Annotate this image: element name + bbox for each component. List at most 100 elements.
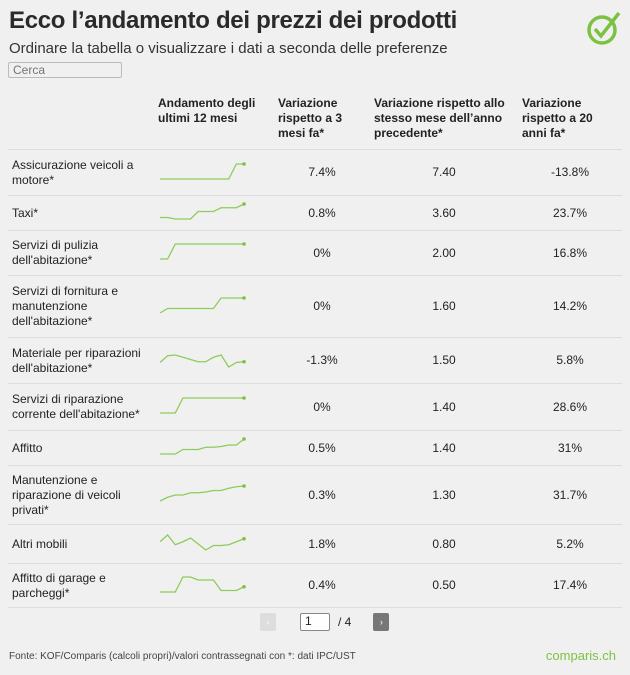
sparkline-line	[160, 397, 244, 414]
sparkline	[160, 242, 246, 260]
sparkline-endpoint	[242, 359, 246, 364]
change-3m: 0.5%	[274, 430, 370, 466]
change-3m: 0.4%	[274, 563, 370, 608]
product-name: Manutenzione e riparazione di veicoli pr…	[8, 465, 154, 525]
change-20y: 16.8%	[518, 230, 622, 276]
change-3m: -1.3%	[274, 337, 370, 384]
col-header-name[interactable]	[8, 92, 154, 150]
sparkline	[160, 161, 246, 180]
change-1y: 1.40	[370, 430, 518, 466]
change-1y: 1.30	[370, 465, 518, 525]
sparkline	[160, 575, 246, 593]
sparkline	[160, 437, 246, 455]
product-name: Altri mobili	[8, 524, 154, 564]
table-row: Materiale per riparazioni dell'abitazion…	[8, 337, 622, 384]
price-table: Andamento degli ultimi 12 mesi Variazion…	[8, 92, 622, 608]
product-name: Affitto	[8, 430, 154, 466]
table-row: Servizi di pulizia dell'abitazione* 0% 2…	[8, 230, 622, 276]
change-20y: 31%	[518, 430, 622, 466]
change-1y: 3.60	[370, 195, 518, 231]
col-header-20y[interactable]: Variazione rispetto a 20 anni fa*	[522, 96, 593, 140]
sparkline-line	[160, 575, 245, 593]
change-3m: 7.4%	[274, 149, 370, 196]
change-1y: 1.50	[370, 337, 518, 384]
sparkline	[160, 202, 246, 220]
trend-cell	[154, 230, 274, 276]
product-name: Servizi di pulizia dell'abitazione*	[8, 230, 154, 276]
sparkline-line	[160, 438, 245, 455]
change-3m: 0.3%	[274, 465, 370, 525]
sparkline-endpoint	[242, 202, 246, 206]
sparkline	[160, 396, 246, 414]
source-note: Fonte: KOF/Comparis (calcoli propri)/val…	[9, 651, 356, 662]
change-1y: 7.40	[370, 149, 518, 196]
page-title: Ecco l’andamento dei prezzi dei prodotti	[9, 7, 458, 34]
product-name: Servizi di fornitura e manutenzione dell…	[8, 275, 154, 338]
page-total: / 4	[338, 615, 352, 629]
prev-page-button[interactable]: ‹	[260, 613, 276, 631]
change-1y: 2.00	[370, 230, 518, 276]
sparkline-line	[160, 203, 245, 220]
change-20y: 28.6%	[518, 383, 622, 431]
sparkline-line	[159, 296, 244, 314]
sparkline-endpoint	[242, 484, 246, 488]
change-1y: 1.60	[370, 275, 518, 338]
change-20y: 14.2%	[518, 275, 622, 338]
table-header: Andamento degli ultimi 12 mesi Variazion…	[8, 92, 622, 150]
pagination: ‹ 1 / 4 ›	[260, 613, 390, 631]
sparkline-line	[159, 353, 245, 368]
check-circle-icon	[587, 11, 621, 45]
change-3m: 0%	[274, 275, 370, 338]
trend-cell	[154, 275, 274, 338]
change-20y: 5.8%	[518, 337, 622, 384]
change-1y: 0.80	[370, 524, 518, 564]
page-input[interactable]: 1	[300, 613, 330, 631]
change-20y: 17.4%	[518, 563, 622, 608]
trend-cell	[154, 563, 274, 608]
sparkline-line	[159, 534, 245, 551]
change-3m: 0%	[274, 230, 370, 276]
product-name: Assicurazione veicoli a motore*	[8, 149, 154, 196]
brand-logo: comparis.ch	[545, 648, 616, 663]
product-name: Taxi*	[8, 195, 154, 231]
change-20y: -13.8%	[518, 149, 622, 196]
sparkline-line	[160, 162, 244, 180]
sparkline	[159, 353, 246, 368]
product-name: Materiale per riparazioni dell'abitazion…	[8, 337, 154, 384]
trend-cell	[154, 337, 274, 384]
table-row: Servizi di riparazione corrente dell'abi…	[8, 383, 622, 431]
product-name: Servizi di riparazione corrente dell'abi…	[8, 383, 154, 431]
next-page-button[interactable]: ›	[373, 613, 390, 631]
product-name: Affitto di garage e parcheggi*	[8, 563, 154, 608]
sparkline-endpoint	[242, 242, 246, 246]
change-3m: 0%	[274, 383, 370, 431]
table-row: Servizi di fornitura e manutenzione dell…	[8, 275, 622, 338]
sparkline-line	[160, 243, 244, 260]
sparkline-endpoint	[242, 536, 246, 541]
sparkline-endpoint	[242, 161, 246, 166]
change-3m: 1.8%	[274, 524, 370, 564]
change-1y: 0.50	[370, 563, 518, 608]
trend-cell	[154, 149, 274, 196]
sparkline	[159, 295, 246, 314]
change-20y: 23.7%	[518, 195, 622, 231]
table-row: Altri mobili 1.8% 0.80 5.2%	[8, 524, 622, 564]
sparkline-endpoint	[242, 396, 246, 400]
sparkline	[159, 534, 246, 551]
search-input[interactable]	[8, 62, 122, 78]
table-row: Affitto di garage e parcheggi* 0.4% 0.50…	[8, 563, 622, 608]
col-header-1y[interactable]: Variazione rispetto allo stesso mese del…	[374, 96, 505, 140]
col-header-3m[interactable]: Variazione rispetto a 3 mesi fa*	[278, 96, 343, 140]
table-row: Assicurazione veicoli a motore* 7.4% 7.4…	[8, 149, 622, 196]
page-subtitle: Ordinare la tabella o visualizzare i dat…	[9, 40, 448, 57]
trend-cell	[154, 195, 274, 231]
change-20y: 31.7%	[518, 465, 622, 525]
trend-cell	[154, 430, 274, 466]
sparkline-endpoint	[242, 437, 246, 441]
trend-cell	[154, 383, 274, 431]
change-1y: 1.40	[370, 383, 518, 431]
table-row: Taxi* 0.8% 3.60 23.7%	[8, 195, 622, 231]
col-header-trend[interactable]: Andamento degli ultimi 12 mesi	[158, 96, 256, 125]
sparkline-line	[159, 485, 245, 502]
